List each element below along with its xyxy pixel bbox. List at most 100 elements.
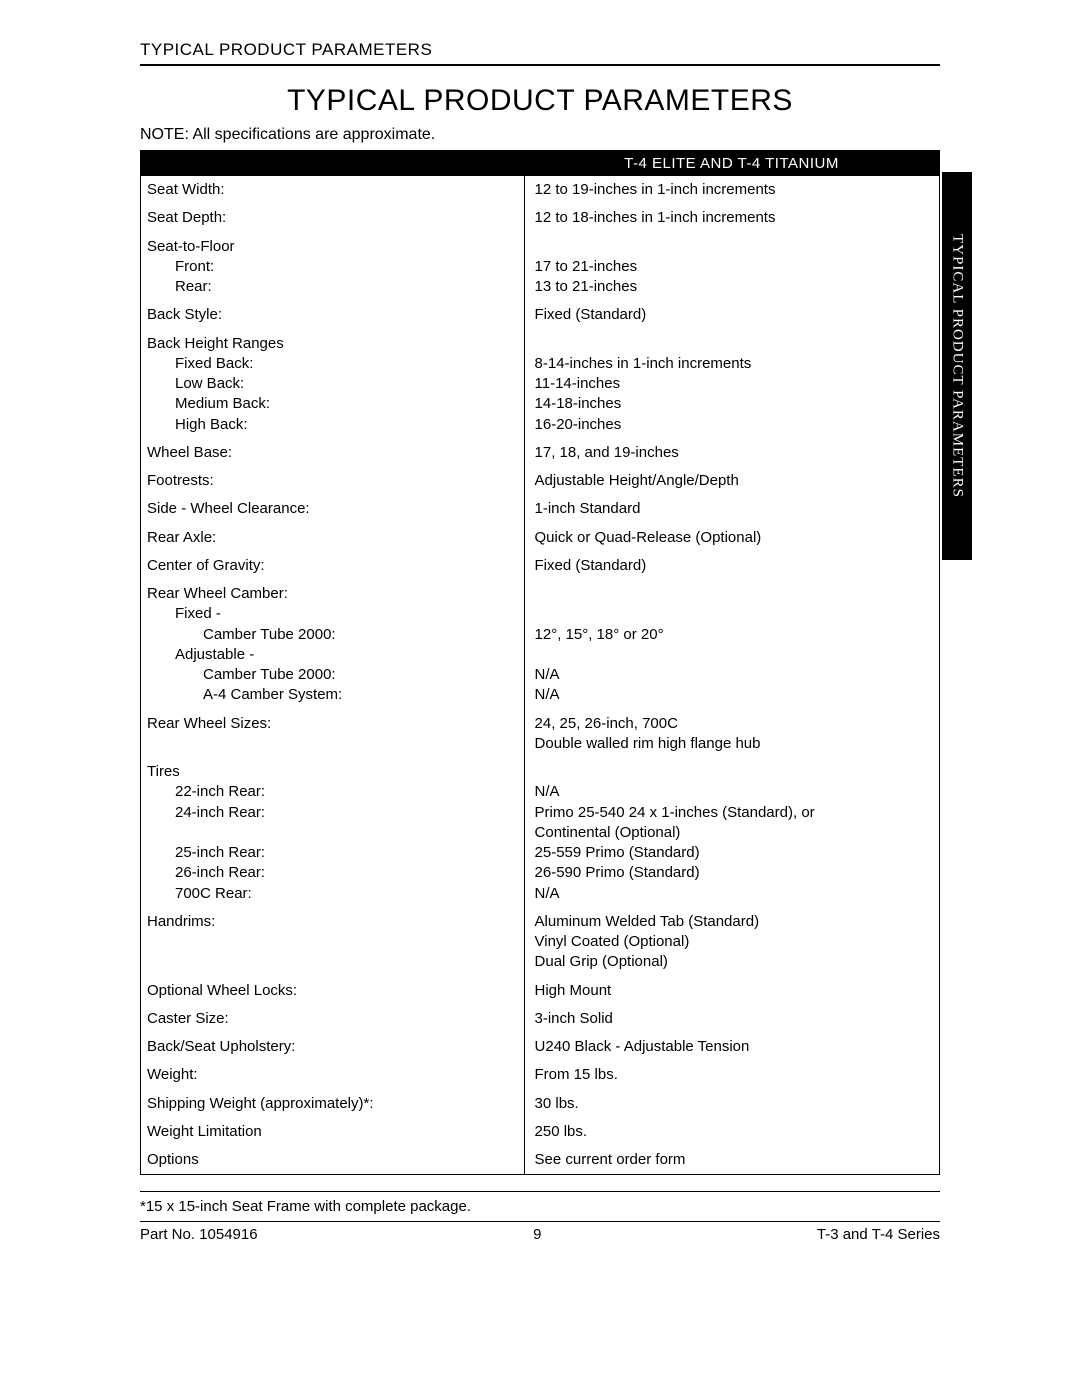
table-row: Rear Axle:Quick or Quad-Release (Optiona… bbox=[141, 524, 940, 552]
spec-value-cell: 17 to 21-inches13 to 21-inches bbox=[524, 233, 939, 302]
spec-value: 8-14-inches in 1-inch increments bbox=[535, 354, 933, 374]
spec-value: 16-20-inches bbox=[535, 415, 933, 435]
spec-label: 25-inch Rear: bbox=[147, 843, 518, 863]
spec-value-cell: 30 lbs. bbox=[524, 1090, 939, 1118]
spec-label: Front: bbox=[147, 257, 518, 277]
spec-value-cell: High Mount bbox=[524, 977, 939, 1005]
spec-value-cell: See current order form bbox=[524, 1146, 939, 1175]
spec-label: A-4 Camber System: bbox=[147, 685, 518, 705]
spec-value-cell: Quick or Quad-Release (Optional) bbox=[524, 524, 939, 552]
footnote: *15 x 15-inch Seat Frame with complete p… bbox=[140, 1198, 940, 1215]
spec-label: Caster Size: bbox=[147, 1009, 518, 1029]
footer-series: T-3 and T-4 Series bbox=[817, 1226, 940, 1243]
spec-value: 3-inch Solid bbox=[535, 1009, 933, 1029]
table-row: Shipping Weight (approximately)*: 30 lbs. bbox=[141, 1090, 940, 1118]
spec-value-cell: 12°, 15°, 18° or 20° N/AN/A bbox=[524, 580, 939, 710]
spec-value: 26-590 Primo (Standard) bbox=[535, 863, 933, 883]
table-row: Rear Wheel Camber:Fixed -Camber Tube 200… bbox=[141, 580, 940, 710]
spec-value-cell: Aluminum Welded Tab (Standard)Vinyl Coat… bbox=[524, 908, 939, 977]
spec-value: Fixed (Standard) bbox=[535, 556, 933, 576]
table-row: Caster Size: 3-inch Solid bbox=[141, 1005, 940, 1033]
spec-label: 26-inch Rear: bbox=[147, 863, 518, 883]
spec-label: Footrests: bbox=[147, 471, 518, 491]
spec-label-cell: Shipping Weight (approximately)*: bbox=[141, 1090, 525, 1118]
table-row: Footrests: Adjustable Height/Angle/Depth bbox=[141, 467, 940, 495]
spec-value: N/A bbox=[535, 665, 933, 685]
spec-label-cell: Back Style: bbox=[141, 301, 525, 329]
rule-top bbox=[140, 64, 940, 66]
spec-label: Fixed Back: bbox=[147, 354, 518, 374]
spec-value: 17 to 21-inches bbox=[535, 257, 933, 277]
spec-value: See current order form bbox=[535, 1150, 933, 1170]
table-header-model: T-4 ELITE AND T-4 TITANIUM bbox=[524, 151, 939, 177]
spec-label-cell: Rear Wheel Camber:Fixed -Camber Tube 200… bbox=[141, 580, 525, 710]
footer-part-no: Part No. 1054916 bbox=[140, 1226, 258, 1243]
table-row: Back Style: Fixed (Standard) bbox=[141, 301, 940, 329]
footer-page-number: 9 bbox=[533, 1226, 541, 1243]
spec-value: Primo 25-540 24 x 1-inches (Standard), o… bbox=[535, 803, 933, 823]
spec-label: Rear Wheel Sizes: bbox=[147, 714, 518, 734]
spec-label-cell: Options bbox=[141, 1146, 525, 1175]
spec-label-cell: Optional Wheel Locks: bbox=[141, 977, 525, 1005]
spec-value: Fixed (Standard) bbox=[535, 305, 933, 325]
spec-value: 30 lbs. bbox=[535, 1094, 933, 1114]
spec-label-cell: Seat-to-FloorFront:Rear: bbox=[141, 233, 525, 302]
spec-label-cell: Tires22-inch Rear:24-inch Rear: 25-inch … bbox=[141, 758, 525, 908]
spec-label: Fixed - bbox=[147, 604, 518, 624]
spec-label: Center of Gravity: bbox=[147, 556, 518, 576]
spec-value-cell: 12 to 18-inches in 1-inch increments bbox=[524, 204, 939, 232]
spec-value-cell: U240 Black - Adjustable Tension bbox=[524, 1033, 939, 1061]
spec-label-cell: Seat Width: bbox=[141, 176, 525, 204]
spec-value: 12 to 19-inches in 1-inch increments bbox=[535, 180, 933, 200]
spec-value: Vinyl Coated (Optional) bbox=[535, 932, 933, 952]
spec-value: High Mount bbox=[535, 981, 933, 1001]
spec-value bbox=[535, 645, 933, 665]
spec-label: Low Back: bbox=[147, 374, 518, 394]
spec-value: 13 to 21-inches bbox=[535, 277, 933, 297]
spec-value: 12°, 15°, 18° or 20° bbox=[535, 625, 933, 645]
spec-value: 17, 18, and 19-inches bbox=[535, 443, 933, 463]
spec-label-cell: Seat Depth: bbox=[141, 204, 525, 232]
table-row: Side - Wheel Clearance:1-inch Standard bbox=[141, 495, 940, 523]
spec-label: Weight Limitation bbox=[147, 1122, 518, 1142]
spec-value-cell: 17, 18, and 19-inches bbox=[524, 439, 939, 467]
spec-value: 250 lbs. bbox=[535, 1122, 933, 1142]
spec-label: Shipping Weight (approximately)*: bbox=[147, 1094, 518, 1114]
table-row: Handrims: Aluminum Welded Tab (Standard)… bbox=[141, 908, 940, 977]
spec-table: T-4 ELITE AND T-4 TITANIUM Seat Width:12… bbox=[140, 150, 940, 1175]
spec-value-cell: Adjustable Height/Angle/Depth bbox=[524, 467, 939, 495]
table-row: Rear Wheel Sizes: 24, 25, 26-inch, 700CD… bbox=[141, 710, 940, 759]
spec-label: Wheel Base: bbox=[147, 443, 518, 463]
spec-label: Seat-to-Floor bbox=[147, 237, 518, 257]
spec-value: 14-18-inches bbox=[535, 394, 933, 414]
spec-label-cell: Weight: bbox=[141, 1061, 525, 1089]
spec-label: Tires bbox=[147, 762, 518, 782]
table-row: Center of Gravity: Fixed (Standard) bbox=[141, 552, 940, 580]
spec-label: 700C Rear: bbox=[147, 884, 518, 904]
spec-label: 22-inch Rear: bbox=[147, 782, 518, 802]
spec-value: Continental (Optional) bbox=[535, 823, 933, 843]
spec-value: From 15 lbs. bbox=[535, 1065, 933, 1085]
spec-label: 24-inch Rear: bbox=[147, 803, 518, 823]
spec-label: Rear: bbox=[147, 277, 518, 297]
table-row: Back Height RangesFixed Back:Low Back:Me… bbox=[141, 330, 940, 439]
spec-value bbox=[535, 334, 933, 354]
table-header-empty bbox=[141, 151, 525, 177]
spec-label: Weight: bbox=[147, 1065, 518, 1085]
spec-label-cell: Footrests: bbox=[141, 467, 525, 495]
spec-value-cell: N/APrimo 25-540 24 x 1-inches (Standard)… bbox=[524, 758, 939, 908]
spec-label: Back/Seat Upholstery: bbox=[147, 1037, 518, 1057]
spec-label-cell: Side - Wheel Clearance: bbox=[141, 495, 525, 523]
side-tab: TYPICAL PRODUCT PARAMETERS bbox=[942, 172, 972, 560]
spec-label-cell: Back/Seat Upholstery: bbox=[141, 1033, 525, 1061]
spec-value-cell: 8-14-inches in 1-inch increments11-14-in… bbox=[524, 330, 939, 439]
spec-label: Optional Wheel Locks: bbox=[147, 981, 518, 1001]
spec-label: Rear Wheel Camber: bbox=[147, 584, 518, 604]
spec-label-cell: Handrims: bbox=[141, 908, 525, 977]
table-header-row: T-4 ELITE AND T-4 TITANIUM bbox=[141, 151, 940, 177]
spec-label: Handrims: bbox=[147, 912, 518, 932]
spec-label: Camber Tube 2000: bbox=[147, 625, 518, 645]
table-row: Seat Width: 12 to 19-inches in 1-inch inc… bbox=[141, 176, 940, 204]
spec-label: Back Style: bbox=[147, 305, 518, 325]
spec-label: Adjustable - bbox=[147, 645, 518, 665]
